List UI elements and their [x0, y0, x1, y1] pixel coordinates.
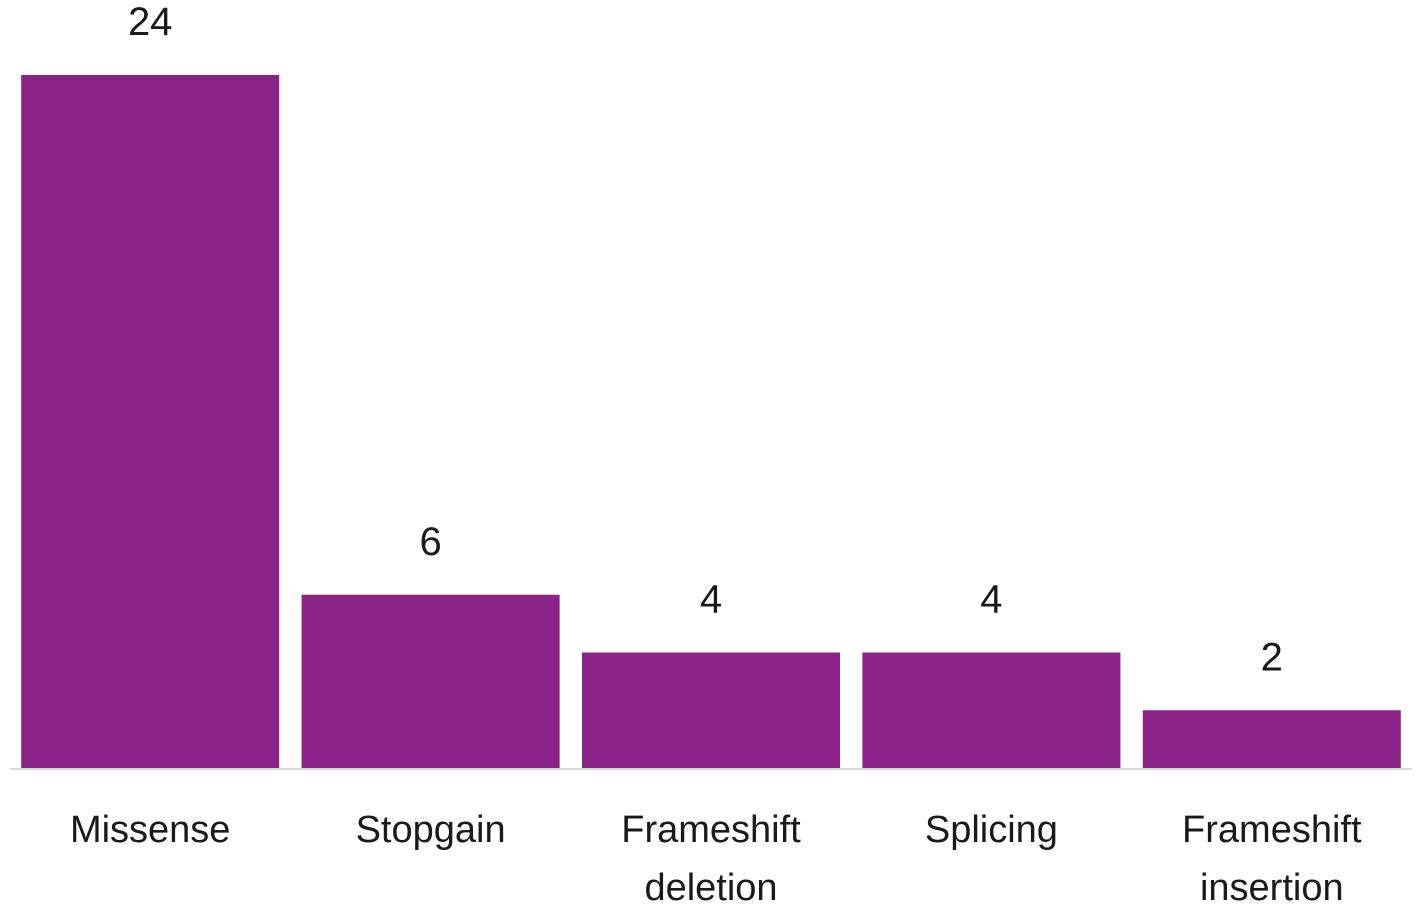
bars-group	[21, 75, 1401, 768]
bar-value-label: 24	[128, 0, 173, 44]
bar-5	[1142, 710, 1401, 768]
category-label: Stopgain	[356, 809, 506, 851]
bar-value-label: 2	[1261, 635, 1283, 679]
bar-4	[862, 652, 1121, 768]
bar-value-label: 6	[419, 520, 441, 564]
category-label: Splicing	[925, 809, 1058, 851]
category-label: Frameshift deletion	[621, 809, 801, 906]
bar-1	[21, 75, 280, 768]
bar-2	[301, 594, 560, 768]
bar-3	[582, 652, 840, 768]
bar-value-label: 4	[700, 578, 722, 622]
category-labels-group: Missense Stopgain Frameshift deletion Splici…	[70, 809, 1362, 906]
category-label: Frameshift insertion	[1182, 809, 1362, 906]
category-label: Missense	[70, 809, 231, 851]
data-labels-group: 24 6 4 4 2	[128, 0, 1283, 679]
bar-value-label: 4	[980, 578, 1002, 622]
